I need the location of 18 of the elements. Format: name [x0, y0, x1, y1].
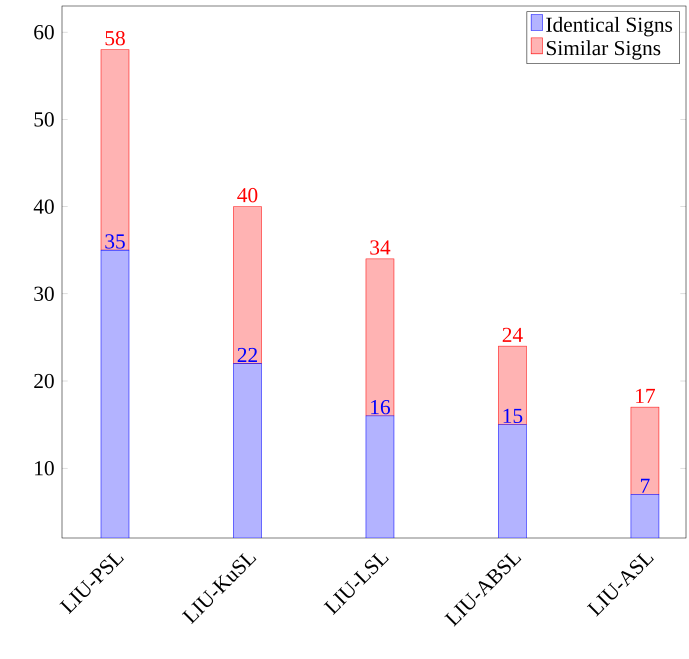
- data-label: 22: [238, 348, 257, 362]
- y-tick-label: 60: [34, 24, 54, 40]
- y-tick-label: 50: [34, 112, 54, 127]
- total-label: 58: [106, 30, 125, 46]
- data-label: 16: [371, 400, 390, 414]
- y-tick-label: 20: [34, 374, 54, 388]
- total-label: 24: [502, 328, 523, 342]
- legend-label: Similar Signs: [546, 40, 660, 60]
- y-tick-label: 30: [34, 286, 54, 301]
- data-label: 35: [105, 234, 125, 249]
- data-label: 15: [504, 408, 522, 424]
- total-label: 34: [370, 240, 390, 255]
- total-label: 17: [636, 388, 655, 403]
- y-tick-label: 40: [34, 199, 54, 214]
- legend-label: Identical Signs: [546, 16, 672, 36]
- data-label: 7: [641, 478, 650, 493]
- total-label: 40: [237, 188, 258, 202]
- y-tick-label: 10: [35, 461, 54, 476]
